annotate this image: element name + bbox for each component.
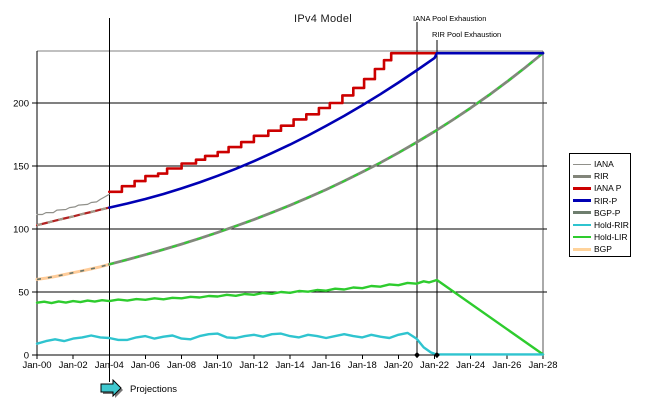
legend-label: IANA P (594, 183, 622, 194)
y-tick-label: 150 (13, 162, 29, 173)
legend-label: Hold-RIR (594, 220, 629, 231)
legend-item-bgp-p: BGP-P (573, 207, 630, 219)
x-tick-label: Jan-26 (492, 360, 521, 371)
series-line-rir-p (108, 51, 545, 209)
series-line-iana (36, 193, 110, 216)
legend-label: RIR-P (594, 195, 618, 206)
series-line-iana-p (108, 51, 439, 194)
x-tick-label: Jan-22 (420, 360, 449, 371)
series-line-hold-lir (35, 278, 545, 356)
legend-label: IANA (594, 159, 614, 170)
x-tick-label: Jan-18 (348, 360, 377, 371)
legend-item-iana-p: IANA P (573, 182, 630, 194)
y-tick-label: 200 (13, 99, 29, 110)
legend-swatch-bgp-p (573, 211, 591, 215)
series-line-hold-rir (35, 331, 545, 356)
x-tick-label: Jan-14 (275, 360, 304, 371)
projections-arrow-icon (100, 379, 123, 398)
x-tick-label: Jan-00 (22, 360, 51, 371)
legend-swatch-hold-rir (573, 223, 591, 227)
legend-swatch-bgp (573, 247, 591, 251)
series-overlay-rir (36, 206, 110, 227)
legend-item-bgp: BGP (573, 243, 630, 255)
x-tick-label: Jan-20 (384, 360, 413, 371)
legend: IANA RIR IANA P RIR-P BGP-P Hold-RIR Hold-LIR B… (569, 153, 631, 257)
x-tick-label: Jan-08 (167, 360, 196, 371)
legend-swatch-hold-lir (573, 235, 591, 239)
series-overlay-bgp-p (109, 52, 544, 266)
legend-item-hold-rir: Hold-RIR (573, 219, 630, 231)
legend-label: BGP (594, 244, 612, 255)
x-tick-label: Jan-06 (131, 360, 160, 371)
y-tick-label: 0 (24, 351, 29, 362)
legend-swatch-iana (573, 163, 591, 165)
y-tick-label: 50 (18, 288, 29, 299)
arrow-shape (100, 379, 122, 398)
x-tick-label: Jan-12 (239, 360, 268, 371)
projections-label: Projections (130, 384, 177, 395)
annotation-rir-pool-exhaustion: RIR Pool Exhaustion (432, 30, 502, 39)
series-line-bgp-p (107, 51, 545, 266)
legend-label: RIR (594, 171, 609, 182)
x-tick-label: Jan-10 (203, 360, 232, 371)
x-tick-label: Jan-02 (59, 360, 88, 371)
annotation-iana-pool-exhaustion: IANA Pool Exhaustion (413, 14, 487, 23)
event-marker-rir-pool-exhaustion (433, 352, 440, 358)
legend-label: BGP-P (594, 207, 621, 218)
legend-item-iana: IANA (573, 158, 630, 170)
legend-swatch-rir-p (573, 199, 591, 202)
y-tick-label: 100 (13, 225, 29, 236)
x-tick-label: Jan-16 (312, 360, 341, 371)
legend-item-rir: RIR (573, 170, 630, 182)
legend-swatch-iana-p (573, 187, 591, 190)
legend-label: Hold-LIR (594, 232, 628, 243)
x-tick-label: Jan-24 (456, 360, 485, 371)
projections-callout: Projections (100, 379, 177, 400)
legend-item-rir-p: RIR-P (573, 195, 630, 207)
legend-item-hold-lir: Hold-LIR (573, 231, 630, 243)
legend-swatch-rir (573, 174, 591, 178)
chart-title: IPv4 Model (293, 13, 353, 25)
series-overlay-bgp (36, 263, 110, 281)
event-marker-iana-pool-exhaustion (414, 352, 421, 358)
x-tick-label: Jan-28 (528, 360, 557, 371)
